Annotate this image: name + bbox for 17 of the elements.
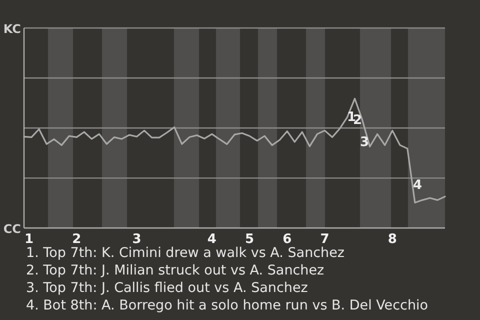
annotation: 4 [413,178,422,193]
text: 3. Top 7th: J. Callis flied out vs A. Sanchez [26,280,308,296]
x-tick-label: 5 [245,232,254,247]
x-tick-label: 2 [72,232,82,247]
x-tick-label: 7 [320,232,330,247]
x-tick-label: 8 [388,232,397,247]
x-tick-label: 3 [132,232,142,247]
annotation: 3 [360,135,370,150]
annotation: 2 [353,113,362,128]
text: 2. Top 7th: J. Milian struck out vs A. Sanchez [26,262,324,278]
text: KC [3,22,22,36]
text: 4. Bot 8th: A. Borrego hit a solo home run vs B. Del Vecchio [26,298,428,314]
text: CC [3,222,22,236]
x-tick-label: 4 [207,232,216,247]
text: 1. Top 7th: K. Cimini drew a walk vs A. Sanchez [26,245,344,261]
x-tick-label: 6 [282,232,292,247]
x-tick-label: 1 [24,232,34,247]
